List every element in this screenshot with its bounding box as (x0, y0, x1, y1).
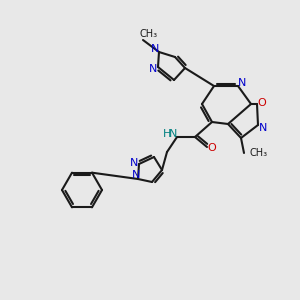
Text: N: N (259, 123, 267, 133)
Text: CH₃: CH₃ (249, 148, 267, 158)
Text: N: N (238, 78, 246, 88)
Text: N: N (149, 64, 157, 74)
Text: H: H (163, 129, 171, 139)
Text: N: N (151, 44, 159, 54)
Text: N: N (132, 170, 140, 180)
Text: O: O (208, 143, 216, 153)
Text: N: N (130, 158, 138, 168)
Text: N: N (169, 129, 177, 139)
Text: O: O (258, 98, 266, 108)
Text: CH₃: CH₃ (139, 29, 157, 39)
